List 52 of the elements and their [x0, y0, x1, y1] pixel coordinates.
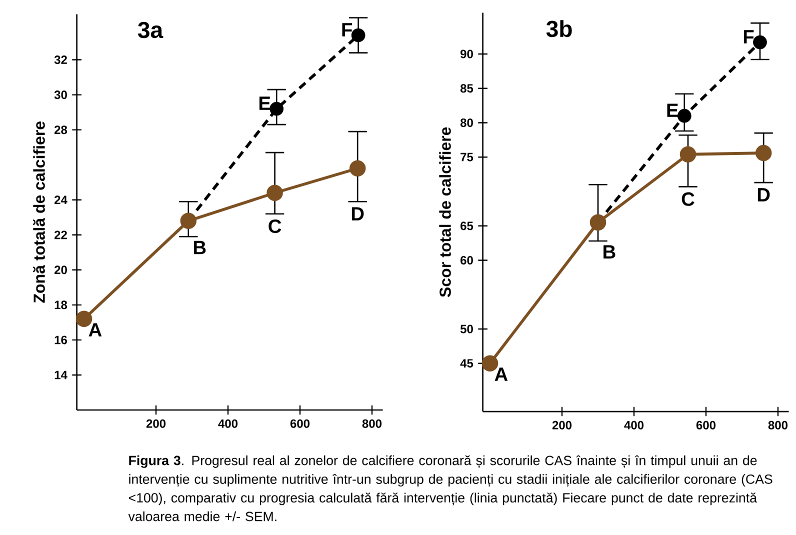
y-tick-label: 75 — [460, 152, 474, 162]
y-tick-label: 32 — [54, 56, 67, 64]
y-tick-label: 60 — [460, 256, 473, 265]
annotation: A — [88, 323, 102, 336]
y-tick-label: 80 — [460, 118, 473, 127]
y-tick-label: 85 — [460, 84, 474, 93]
annotation: A — [494, 368, 508, 381]
annotation: C — [682, 192, 694, 206]
x-tick-label: 600 — [696, 420, 716, 430]
x-tick-label: 400 — [624, 420, 644, 430]
point — [753, 35, 767, 50]
y-tick-label: 20 — [54, 266, 67, 274]
annotation: B — [604, 245, 616, 258]
annotation: D — [758, 188, 770, 202]
point — [680, 146, 696, 163]
x-tick-label: 200 — [552, 420, 572, 430]
annotation: D — [352, 207, 364, 220]
x-tick-label: 200 — [146, 419, 166, 428]
text: Figura 3. Progresul real al zonelor de calcifiere coronară și scorurile CAS înainte și în timpul unuii an de intervenție cu suplimente nutritive într-un subgrup de pacienți cu stadii inițiale ale calcifierilor coronare (CAS <100), comparativ cu progresia calculată fără intervenție (linia punctată) Fiecare punct de date reprezintă valoarea medie +/- SEM. — [128, 455, 772, 522]
point — [351, 28, 366, 42]
y-tick-label: 28 — [54, 126, 68, 134]
chart-title: 3b — [546, 20, 572, 38]
annotation: E — [259, 96, 270, 110]
point — [349, 160, 366, 176]
y-tick-label: 14 — [54, 370, 68, 380]
y-tick-label: 65 — [460, 222, 474, 230]
point — [677, 108, 692, 123]
x-tick-label: 400 — [218, 419, 238, 428]
point — [270, 102, 284, 116]
x-tick-label: 600 — [290, 419, 310, 428]
point — [180, 212, 197, 230]
annotation: C — [268, 219, 282, 234]
annotation: F — [342, 23, 352, 36]
point — [755, 144, 772, 162]
chart-title: 3a — [138, 22, 164, 38]
y-axis-title: Scor total de calcifiere — [439, 127, 451, 298]
y-tick-label: 50 — [460, 324, 473, 334]
y-tick-label: 90 — [460, 50, 473, 58]
y-tick-label: 16 — [54, 336, 67, 344]
x-tick-label: 800 — [768, 420, 788, 430]
point — [266, 184, 283, 201]
point — [590, 214, 606, 231]
y-tick-label: 18 — [54, 300, 68, 310]
y-tick-label: 24 — [54, 196, 68, 204]
x-tick-label: 800 — [362, 419, 382, 428]
annotation: F — [744, 30, 754, 44]
y-tick-label: 30 — [54, 90, 67, 100]
annotation: B — [194, 240, 206, 254]
annotation: E — [667, 104, 678, 117]
y-tick-label: 45 — [460, 359, 474, 368]
y-axis-title: Zonă totală de calcifiere — [33, 122, 45, 303]
y-tick-label: 22 — [54, 230, 67, 240]
